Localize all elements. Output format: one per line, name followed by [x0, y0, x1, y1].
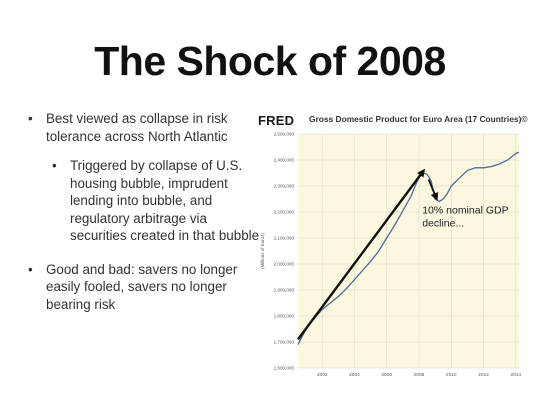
y-tick-label: 2,300,000 [274, 184, 295, 189]
bullet-item-2: • Triggered by collapse of U.S. housing … [28, 157, 260, 245]
annotation-arrow [427, 179, 439, 201]
x-tick-label: 2010 [446, 372, 457, 378]
y-tick-label: 1,700,000 [274, 340, 295, 345]
bullet-text-3: Good and bad: savers no longer easily fo… [46, 261, 238, 312]
y-axis-label: (Millions of Euros) [260, 232, 265, 269]
bullet-text-1: Best viewed as collapse in risk toleranc… [46, 111, 228, 144]
y-tick-label: 1,900,000 [274, 288, 295, 293]
bullet-dot: • [28, 111, 33, 126]
x-tick-label: 2012 [478, 372, 489, 378]
y-tick-label: 2,400,000 [274, 158, 295, 163]
x-tick-label: 2004 [349, 372, 360, 378]
slide-title: The Shock of 2008 [94, 38, 446, 84]
bullet-text-2: Triggered by collapse of U.S. housing bu… [70, 158, 260, 243]
fred-logo: FRED [258, 113, 295, 128]
bullet-dot: • [52, 158, 57, 173]
annotation-text: 10% nominal GDP decline... [422, 204, 508, 229]
y-tick-label: 2,200,000 [274, 210, 295, 215]
bullet-dot: • [28, 261, 33, 277]
plot-area [298, 134, 519, 368]
y-tick-label: 1,800,000 [274, 314, 295, 319]
bullet-item-3: • Good and bad: savers no longer easily … [28, 261, 260, 314]
y-tick-label: 2,100,000 [274, 236, 295, 241]
x-tick-label: 2008 [414, 372, 425, 378]
x-tick-label: 2014 [510, 372, 521, 378]
y-tick-label: 1,600,000 [274, 366, 295, 371]
bullet-item-1: • Best viewed as collapse in risk tolera… [28, 110, 260, 145]
gdp-chart: 1,600,000 1,700,000 1,800,000 1,900,000 2,00… [260, 132, 521, 379]
annotation-arrow [297, 168, 426, 341]
y-tick-label: 2,000,000 [274, 262, 295, 267]
x-tick-label: 2006 [381, 372, 392, 378]
bullet-list: • Best viewed as collapse in risk tolera… [28, 110, 260, 313]
chart-title: Gross Domestic Product for Euro Area (17… [309, 114, 528, 124]
x-tick-label: 2002 [317, 372, 328, 378]
y-tick-label: 2,500,000 [274, 132, 295, 137]
